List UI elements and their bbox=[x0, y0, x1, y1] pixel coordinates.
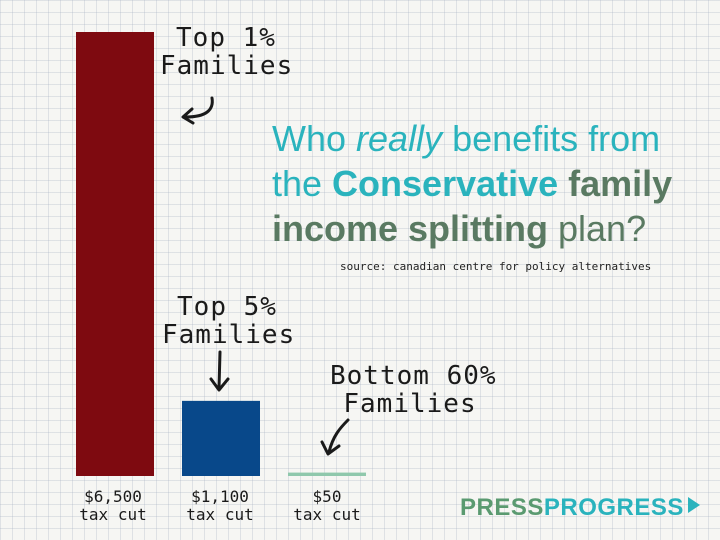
headline-l1-b: really bbox=[356, 118, 443, 159]
headline-line-1: Who really benefits from bbox=[272, 116, 712, 161]
annotation-bottom60-line1: Bottom 60% bbox=[330, 361, 497, 391]
headline-l2-c: family bbox=[558, 163, 673, 204]
annotation-bottom60: Bottom 60% Families bbox=[330, 361, 497, 419]
play-triangle-icon bbox=[687, 497, 700, 513]
tick-label-bottom60: $50 tax cut bbox=[272, 488, 382, 524]
tick-label-top1: $6,500 tax cut bbox=[58, 488, 168, 524]
annotation-top1-line1: Top 1% bbox=[176, 23, 276, 53]
logo-part-2: PROGRESS bbox=[543, 494, 684, 521]
logo-part-1: PRESS bbox=[460, 494, 544, 521]
tick-label-top5: $1,100 tax cut bbox=[165, 488, 275, 524]
headline-l3-a: income splitting bbox=[272, 208, 549, 249]
arrow-top1-icon bbox=[181, 96, 214, 125]
source-text: source: canadian centre for policy alter… bbox=[340, 260, 652, 273]
headline-l2-a: the bbox=[272, 163, 333, 204]
headline: Who really benefits from the Conservativ… bbox=[272, 116, 712, 251]
bar-bottom60 bbox=[288, 472, 366, 476]
tick-label-bottom60-amount: $50 bbox=[312, 487, 342, 506]
headline-l3-b: plan? bbox=[548, 208, 647, 249]
tick-label-top1-amount: $6,500 bbox=[84, 487, 142, 506]
headline-l2-b: Conservative bbox=[332, 163, 559, 204]
tick-label-top5-amount: $1,100 bbox=[191, 487, 249, 506]
tick-label-bottom60-text: tax cut bbox=[293, 505, 361, 524]
headline-line-2: the Conservative family bbox=[272, 161, 712, 206]
annotation-top1: Top 1% Families bbox=[160, 24, 292, 80]
headline-line-3: income splitting plan? bbox=[272, 206, 712, 251]
headline-l1-a: Who bbox=[272, 118, 357, 159]
tick-label-top5-text: tax cut bbox=[186, 505, 254, 524]
arrow-bottom60-icon bbox=[320, 418, 350, 456]
headline-l1-c: benefits from bbox=[442, 118, 661, 159]
bar-top5 bbox=[182, 400, 260, 476]
annotation-top5: Top 5% Families bbox=[162, 292, 296, 350]
annotation-bottom60-line2: Families bbox=[343, 389, 477, 419]
tick-label-top1-text: tax cut bbox=[79, 505, 147, 524]
annotation-top1-line2: Families bbox=[160, 51, 294, 81]
annotation-top5-line1: Top 5% bbox=[177, 292, 277, 322]
arrow-top5-icon bbox=[209, 350, 230, 392]
pressprogress-logo: PRESSPROGRESS bbox=[460, 494, 700, 522]
annotation-top5-line2: Families bbox=[162, 320, 296, 350]
bar-top1 bbox=[76, 32, 154, 476]
